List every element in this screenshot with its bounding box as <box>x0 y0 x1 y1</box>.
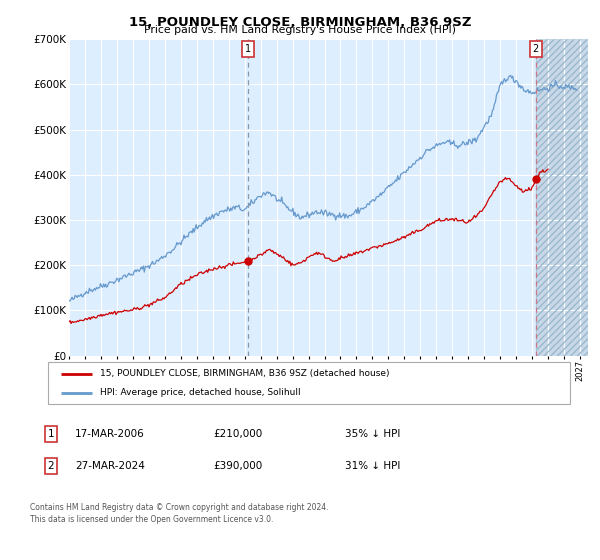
Text: 15, POUNDLEY CLOSE, BIRMINGHAM, B36 9SZ: 15, POUNDLEY CLOSE, BIRMINGHAM, B36 9SZ <box>129 16 471 29</box>
Bar <box>536 39 588 356</box>
Text: 1: 1 <box>245 44 251 54</box>
Text: 27-MAR-2024: 27-MAR-2024 <box>75 461 145 471</box>
Text: 15, POUNDLEY CLOSE, BIRMINGHAM, B36 9SZ (detached house): 15, POUNDLEY CLOSE, BIRMINGHAM, B36 9SZ … <box>100 369 390 378</box>
Text: 2: 2 <box>533 44 539 54</box>
Text: £210,000: £210,000 <box>213 429 262 439</box>
Text: £390,000: £390,000 <box>213 461 262 471</box>
Text: Price paid vs. HM Land Registry's House Price Index (HPI): Price paid vs. HM Land Registry's House … <box>144 25 456 35</box>
Text: HPI: Average price, detached house, Solihull: HPI: Average price, detached house, Soli… <box>100 389 301 398</box>
Text: 35% ↓ HPI: 35% ↓ HPI <box>345 429 400 439</box>
Text: This data is licensed under the Open Government Licence v3.0.: This data is licensed under the Open Gov… <box>30 515 274 524</box>
Text: 31% ↓ HPI: 31% ↓ HPI <box>345 461 400 471</box>
Text: 17-MAR-2006: 17-MAR-2006 <box>75 429 145 439</box>
Text: 1: 1 <box>47 429 55 439</box>
Text: 2: 2 <box>47 461 55 471</box>
Text: Contains HM Land Registry data © Crown copyright and database right 2024.: Contains HM Land Registry data © Crown c… <box>30 503 329 512</box>
Bar <box>536 39 588 356</box>
